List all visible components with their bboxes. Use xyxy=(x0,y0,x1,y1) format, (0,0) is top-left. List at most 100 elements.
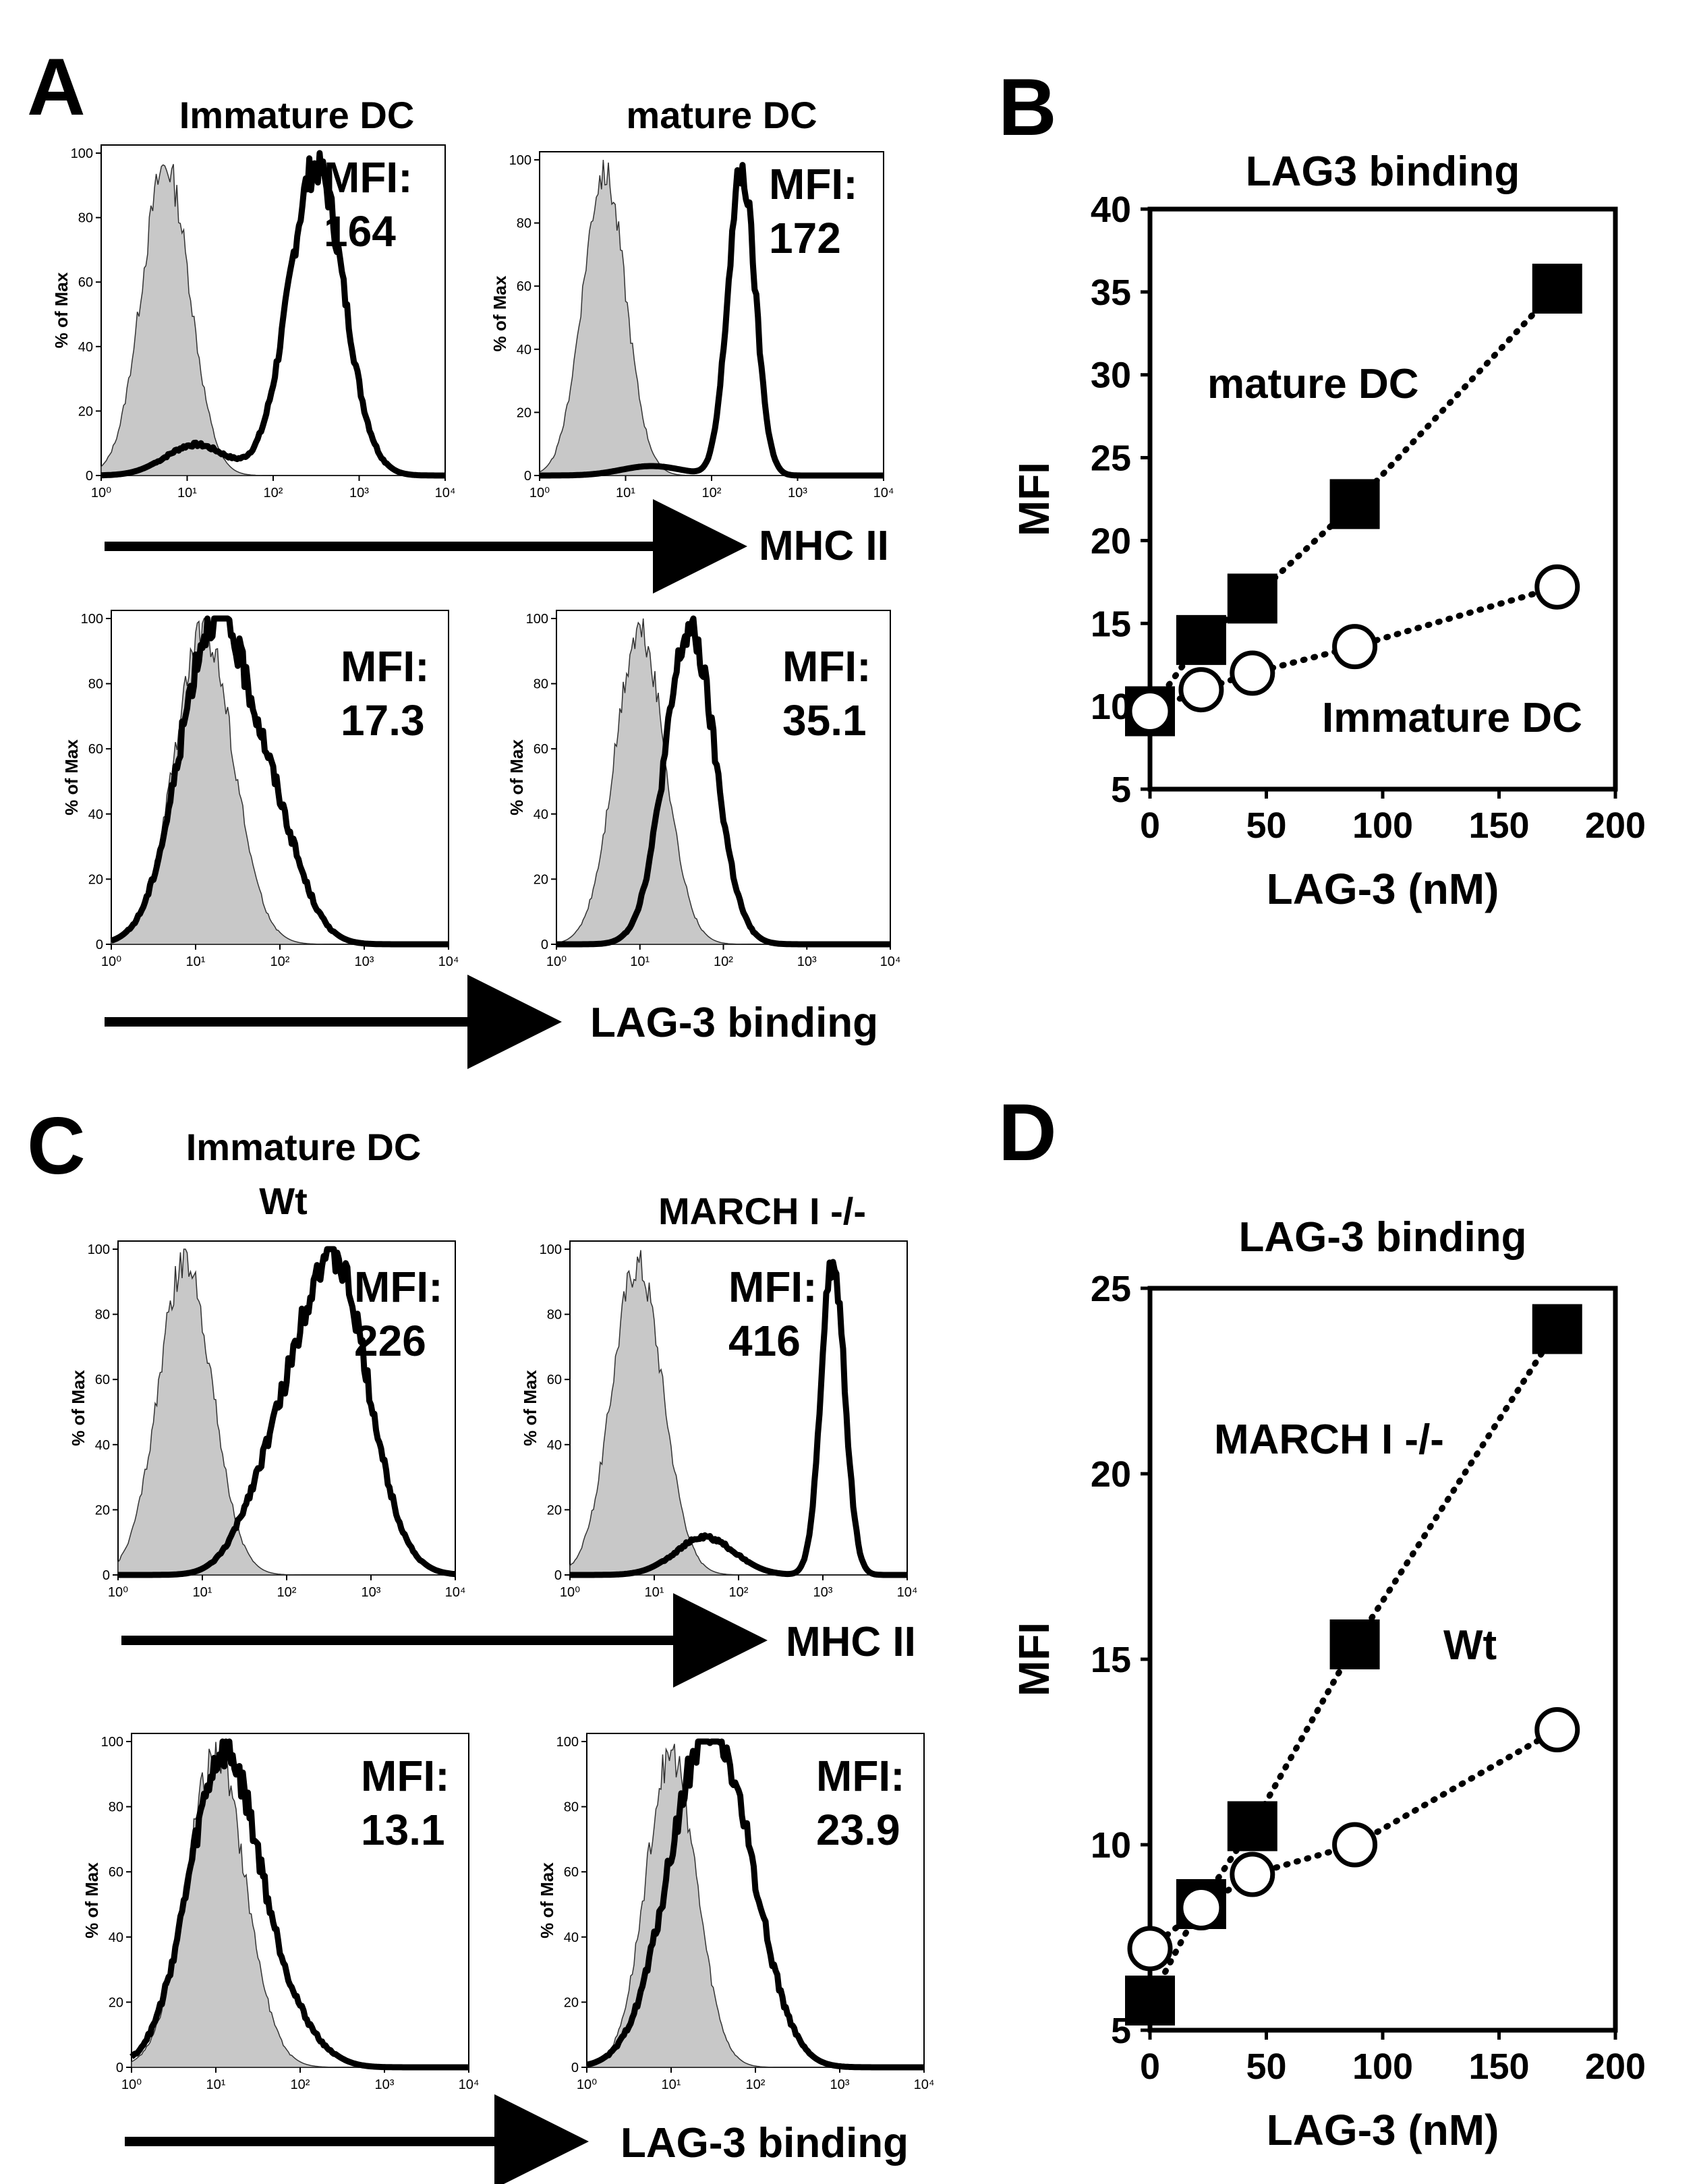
chart-B: LAG3 binding 5 10 15 20 25 30 35 40 0 50 100 150 200 L… xyxy=(1010,148,1646,913)
a-col1-title: Immature DC xyxy=(179,94,415,136)
data-point-square xyxy=(1176,614,1226,665)
y-axis-label: % of Max xyxy=(537,1862,557,1938)
y-tick-label: 40 xyxy=(534,807,548,822)
y-tick-label: 30 xyxy=(1091,355,1131,396)
x-tick-label: 10¹ xyxy=(206,2077,226,2092)
data-point-circle xyxy=(1178,667,1224,713)
x-tick-label: 10⁰ xyxy=(121,2077,142,2092)
data-point-circle xyxy=(1534,1707,1580,1752)
mfi-label: MFI: xyxy=(361,1752,450,1800)
stained-histogram xyxy=(585,1738,925,2071)
y-tick-label: 40 xyxy=(564,1930,579,1945)
x-tick-label: 10⁰ xyxy=(91,486,111,500)
x-tick-label: 10⁴ xyxy=(438,954,459,969)
x-tick-label: 10¹ xyxy=(186,954,206,969)
y-tick-label: 20 xyxy=(517,405,531,420)
mfi-value: 416 xyxy=(728,1317,801,1365)
y-tick-label: 80 xyxy=(534,677,548,692)
stained-histogram xyxy=(538,162,885,479)
y-tick-label: 80 xyxy=(564,1800,579,1815)
x-tick-label: 100 xyxy=(1352,2046,1413,2087)
x-tick-label: 0 xyxy=(1140,2046,1160,2087)
mfi-value: 226 xyxy=(354,1317,426,1365)
data-point-square xyxy=(1329,479,1380,529)
series-label: mature DC xyxy=(1207,361,1419,407)
x-tick-label: 10³ xyxy=(355,954,374,969)
x-tick-label: 10³ xyxy=(349,486,369,500)
mfi-label: MFI: xyxy=(341,642,430,691)
x-tick-label: 10³ xyxy=(813,1585,833,1600)
y-axis-label: % of Max xyxy=(520,1370,540,1446)
y-tick-label: 0 xyxy=(86,469,93,484)
y-axis-label: MFI xyxy=(1010,462,1058,536)
stained-histogram xyxy=(555,615,892,948)
x-tick-label: 10³ xyxy=(797,954,817,969)
mfi-value: 35.1 xyxy=(782,696,867,745)
y-tick-label: 20 xyxy=(1091,1454,1131,1495)
y-tick-label: 100 xyxy=(81,612,103,627)
histogram-C-lag-wt: 0 20 40 60 80 100 10⁰ 10¹ 10² 10³ 10⁴ % of Max MFI: 1… xyxy=(82,1733,479,2092)
y-tick-label: 60 xyxy=(564,1865,579,1880)
y-tick-label: 20 xyxy=(95,1503,110,1518)
x-tick-label: 10⁴ xyxy=(880,954,901,969)
mfi-label: MFI: xyxy=(728,1263,817,1311)
y-tick-label: 80 xyxy=(78,211,93,226)
y-axis-label: % of Max xyxy=(82,1862,102,1938)
histogram-C-mhc-march: 0 20 40 60 80 100 10⁰ 10¹ 10² 10³ 10⁴ % of Max MFI: 4… xyxy=(520,1240,917,1600)
data-point-circle xyxy=(1127,1926,1173,1972)
data-point-circle xyxy=(1332,1822,1378,1868)
x-tick-label: 10¹ xyxy=(177,486,197,500)
y-tick-label: 20 xyxy=(1091,521,1131,561)
y-tick-label: 60 xyxy=(547,1373,562,1387)
y-tick-label: 0 xyxy=(96,938,103,952)
data-point-square xyxy=(1532,263,1582,314)
a-col2-title: mature DC xyxy=(626,94,817,136)
y-tick-label: 15 xyxy=(1091,604,1131,644)
x-tick-label: 10¹ xyxy=(193,1585,212,1600)
mfi-value: 17.3 xyxy=(341,696,425,745)
x-tick-label: 10² xyxy=(702,486,722,500)
x-tick-label: 10² xyxy=(746,2077,766,2092)
panel-letter-d: D xyxy=(998,1087,1057,1178)
y-tick-label: 20 xyxy=(547,1503,562,1518)
y-tick-label: 100 xyxy=(88,1242,110,1257)
data-point-circle xyxy=(1127,689,1173,735)
histogram-A-lag-immature: 0 20 40 60 80 100 10⁰ 10¹ 10² 10³ 10⁴ % of Max MFI: 1… xyxy=(61,610,459,969)
x-tick-label: 10² xyxy=(714,954,733,969)
x-tick-label: 10³ xyxy=(788,486,807,500)
y-axis-label: % of Max xyxy=(68,1370,88,1446)
y-tick-label: 20 xyxy=(78,404,93,419)
y-tick-label: 100 xyxy=(101,1735,123,1750)
mfi-label: MFI: xyxy=(324,153,413,202)
y-tick-label: 40 xyxy=(547,1438,562,1453)
y-tick-label: 35 xyxy=(1091,272,1131,313)
y-tick-label: 60 xyxy=(534,742,548,757)
x-axis-label: LAG-3 (nM) xyxy=(1267,865,1499,913)
x-tick-label: 10² xyxy=(291,2077,310,2092)
x-tick-label: 10¹ xyxy=(616,486,635,500)
x-tick-label: 10⁰ xyxy=(101,954,121,969)
x-tick-label: 10⁰ xyxy=(529,486,550,500)
x-tick-label: 0 xyxy=(1140,805,1160,846)
y-tick-label: 80 xyxy=(547,1308,562,1323)
x-tick-label: 50 xyxy=(1246,2046,1286,2087)
x-tick-label: 10² xyxy=(264,486,283,500)
x-tick-label: 10¹ xyxy=(645,1585,664,1600)
y-tick-label: 5 xyxy=(1111,770,1131,810)
chart-title: LAG3 binding xyxy=(1246,148,1520,195)
x-tick-label: 10⁴ xyxy=(873,486,894,500)
x-tick-label: 10² xyxy=(270,954,290,969)
data-point-square xyxy=(1329,1619,1380,1669)
series-label: MARCH I -/- xyxy=(1214,1416,1444,1463)
y-tick-label: 0 xyxy=(524,469,531,484)
x-tick-label: 10⁴ xyxy=(445,1585,466,1600)
mfi-label: MFI: xyxy=(354,1263,443,1311)
chart-title: LAG-3 binding xyxy=(1238,1214,1526,1261)
c-lag-axis-label: LAG-3 binding xyxy=(621,2120,909,2166)
y-tick-label: 0 xyxy=(554,1568,562,1583)
y-tick-label: 10 xyxy=(1091,1825,1131,1866)
y-tick-label: 0 xyxy=(116,2061,123,2075)
y-tick-label: 25 xyxy=(1091,438,1131,479)
